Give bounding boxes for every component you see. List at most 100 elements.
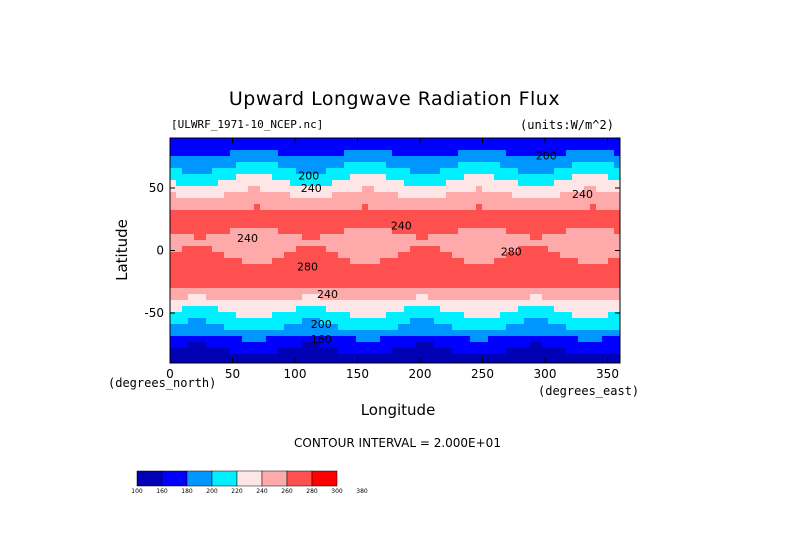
field-cell [332, 186, 338, 192]
field-cell [614, 312, 620, 318]
field-cell [386, 360, 392, 363]
field-cell [578, 246, 584, 252]
field-cell [446, 342, 452, 348]
field-cell [518, 222, 524, 228]
field-cell [170, 264, 176, 270]
field-cell [506, 282, 512, 288]
field-cell [182, 222, 188, 228]
field-cell [236, 360, 242, 363]
field-cell [218, 210, 224, 216]
field-cell [602, 306, 608, 312]
field-cell [350, 156, 356, 162]
field-cell [392, 360, 398, 363]
field-cell [212, 312, 218, 318]
field-cell [398, 258, 404, 264]
field-cell [488, 156, 494, 162]
field-cell [578, 264, 584, 270]
field-cell [398, 360, 404, 363]
field-cell [206, 270, 212, 276]
field-cell [596, 336, 602, 342]
field-cell [404, 144, 410, 150]
field-cell [512, 222, 518, 228]
field-cell [338, 270, 344, 276]
field-cell [500, 282, 506, 288]
field-cell [170, 348, 176, 354]
field-cell [584, 306, 590, 312]
field-cell [578, 240, 584, 246]
field-cell [344, 186, 350, 192]
field-cell [590, 204, 596, 210]
field-cell [350, 192, 356, 198]
field-cell [416, 222, 422, 228]
field-cell [428, 288, 434, 294]
field-cell [506, 264, 512, 270]
field-cell [398, 252, 404, 258]
field-cell [560, 204, 566, 210]
field-cell [170, 216, 176, 222]
field-cell [170, 162, 176, 168]
field-cell [506, 288, 512, 294]
field-cell [242, 360, 248, 363]
field-cell [482, 318, 488, 324]
field-cell [530, 252, 536, 258]
field-cell [350, 348, 356, 354]
field-cell [470, 252, 476, 258]
field-cell [290, 198, 296, 204]
field-cell [356, 150, 362, 156]
field-cell [428, 168, 434, 174]
field-cell [602, 348, 608, 354]
field-cell [248, 258, 254, 264]
field-cell [482, 288, 488, 294]
field-cell [362, 204, 368, 210]
field-cell [224, 330, 230, 336]
field-cell [494, 180, 500, 186]
field-cell [476, 258, 482, 264]
field-cell [170, 282, 176, 288]
field-cell [530, 360, 536, 363]
field-cell [236, 216, 242, 222]
field-cell [476, 324, 482, 330]
field-cell [344, 348, 350, 354]
field-cell [374, 234, 380, 240]
field-cell [584, 138, 590, 144]
field-cell [506, 144, 512, 150]
field-cell [434, 354, 440, 360]
field-cell [170, 204, 176, 210]
field-cell [524, 168, 530, 174]
field-cell [548, 288, 554, 294]
field-cell [452, 222, 458, 228]
field-cell [416, 240, 422, 246]
field-cell [254, 150, 260, 156]
field-cell [290, 138, 296, 144]
field-cell [560, 324, 566, 330]
field-cell [482, 264, 488, 270]
field-cell [338, 144, 344, 150]
field-cell [584, 264, 590, 270]
field-cell [248, 156, 254, 162]
field-cell [578, 228, 584, 234]
field-cell [452, 252, 458, 258]
field-cell [326, 288, 332, 294]
field-cell [578, 144, 584, 150]
field-cell [182, 294, 188, 300]
field-cell [602, 294, 608, 300]
field-cell [380, 276, 386, 282]
field-cell [278, 312, 284, 318]
field-cell [248, 234, 254, 240]
field-cell [554, 336, 560, 342]
field-cell [560, 330, 566, 336]
field-cell [554, 258, 560, 264]
field-cell [296, 312, 302, 318]
field-cell [404, 240, 410, 246]
field-cell [266, 198, 272, 204]
field-cell [350, 312, 356, 318]
field-cell [512, 270, 518, 276]
field-cell [398, 216, 404, 222]
field-cell [614, 354, 620, 360]
field-cell [212, 258, 218, 264]
field-cell [494, 312, 500, 318]
field-cell [428, 294, 434, 300]
field-cell [560, 336, 566, 342]
field-cell [320, 192, 326, 198]
field-cell [302, 264, 308, 270]
